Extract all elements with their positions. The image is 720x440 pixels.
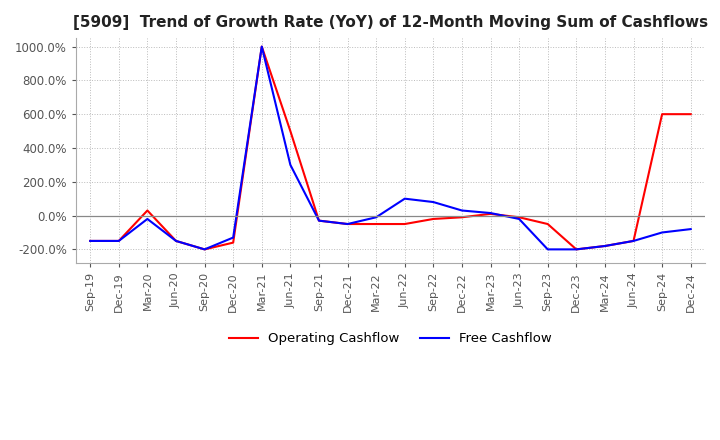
- Free Cashflow: [600, 243, 609, 249]
- Operating Cashflow: [486, 211, 495, 216]
- Free Cashflow: [429, 199, 438, 205]
- Free Cashflow: [486, 210, 495, 216]
- Operating Cashflow: [658, 111, 667, 117]
- Free Cashflow: [544, 247, 552, 252]
- Operating Cashflow: [429, 216, 438, 222]
- Operating Cashflow: [600, 243, 609, 249]
- Free Cashflow: [629, 238, 638, 244]
- Operating Cashflow: [200, 247, 209, 252]
- Operating Cashflow: [343, 221, 352, 227]
- Free Cashflow: [258, 44, 266, 49]
- Free Cashflow: [114, 238, 123, 244]
- Free Cashflow: [86, 238, 94, 244]
- Free Cashflow: [400, 196, 409, 202]
- Operating Cashflow: [315, 218, 323, 223]
- Operating Cashflow: [258, 44, 266, 49]
- Operating Cashflow: [458, 215, 467, 220]
- Operating Cashflow: [544, 221, 552, 227]
- Line: Free Cashflow: Free Cashflow: [90, 47, 690, 249]
- Operating Cashflow: [372, 221, 380, 227]
- Operating Cashflow: [229, 240, 238, 245]
- Free Cashflow: [686, 227, 695, 232]
- Free Cashflow: [171, 238, 180, 244]
- Free Cashflow: [229, 235, 238, 240]
- Operating Cashflow: [143, 208, 152, 213]
- Legend: Operating Cashflow, Free Cashflow: Operating Cashflow, Free Cashflow: [224, 327, 557, 351]
- Free Cashflow: [658, 230, 667, 235]
- Free Cashflow: [572, 247, 580, 252]
- Operating Cashflow: [400, 221, 409, 227]
- Free Cashflow: [200, 247, 209, 252]
- Operating Cashflow: [686, 111, 695, 117]
- Free Cashflow: [286, 162, 294, 168]
- Free Cashflow: [515, 216, 523, 222]
- Operating Cashflow: [515, 215, 523, 220]
- Operating Cashflow: [629, 238, 638, 244]
- Operating Cashflow: [114, 238, 123, 244]
- Title: [5909]  Trend of Growth Rate (YoY) of 12-Month Moving Sum of Cashflows: [5909] Trend of Growth Rate (YoY) of 12-…: [73, 15, 708, 30]
- Operating Cashflow: [286, 128, 294, 134]
- Line: Operating Cashflow: Operating Cashflow: [90, 47, 690, 249]
- Operating Cashflow: [572, 247, 580, 252]
- Free Cashflow: [372, 215, 380, 220]
- Free Cashflow: [315, 218, 323, 223]
- Operating Cashflow: [171, 238, 180, 244]
- Free Cashflow: [143, 216, 152, 222]
- Operating Cashflow: [86, 238, 94, 244]
- Free Cashflow: [458, 208, 467, 213]
- Free Cashflow: [343, 221, 352, 227]
